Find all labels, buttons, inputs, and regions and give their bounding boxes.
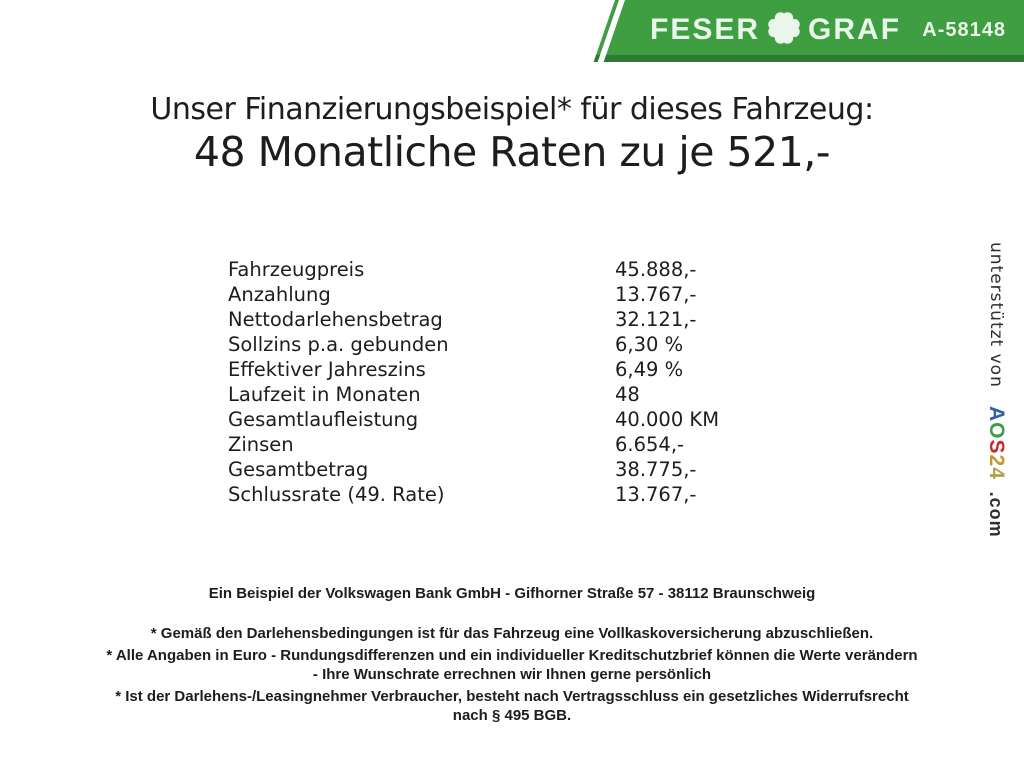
brand-name-graf: GRAF [808,13,902,46]
headline-block: Unser Finanzierungsbeispiel* für dieses … [0,92,1024,176]
row-value: 13.767,- [615,283,697,306]
table-row: Gesamtbetrag 38.775,- [228,457,719,482]
footnote-withdrawal-right: * Ist der Darlehens-/Leasingnehmer Verbr… [115,688,909,724]
row-value: 48 [615,383,640,406]
row-value: 32.121,- [615,308,697,331]
row-label: Nettodarlehensbetrag [228,308,443,331]
finance-details-table: Fahrzeugpreis 45.888,- Anzahlung 13.767,… [228,257,719,507]
row-label: Fahrzeugpreis [228,258,365,281]
row-label: Gesamtbetrag [228,458,369,481]
row-value: 45.888,- [615,258,697,281]
row-label: Gesamtlaufleistung [228,408,419,431]
row-value: 6,30 % [615,333,684,356]
table-row: Anzahlung 13.767,- [228,282,719,307]
supported-by-label: unterstützt von [986,242,1006,388]
table-row: Schlussrate (49. Rate) 13.767,- [228,482,719,507]
aos24-logo: AOS24 [985,406,1008,481]
row-label: Zinsen [228,433,294,456]
table-row: Zinsen 6.654,- [228,432,719,457]
table-row: Fahrzeugpreis 45.888,- [228,257,719,282]
table-row: Laufzeit in Monaten 48 [228,382,719,407]
bank-reference-line: Ein Beispiel der Volkswagen Bank GmbH - … [208,585,816,602]
row-value: 38.775,- [615,458,697,481]
header-banner-content: FESER [650,0,1006,60]
row-label: Effektiver Jahreszins [228,358,426,381]
row-value: 40.000 KM [615,408,720,431]
row-label: Sollzins p.a. gebunden [228,333,449,356]
vehicle-ref-number: A-58148 [922,18,1006,41]
footnote-euro-values: * Alle Angaben in Euro - Rundungsdiffere… [106,647,918,683]
supported-by-sidebar: unterstützt von AOS24 .com [984,242,1008,562]
finance-example-heading: Unser Finanzierungsbeispiel* für dieses … [150,92,874,127]
table-row: Effektiver Jahreszins 6,49 % [228,357,719,382]
row-value: 6.654,- [615,433,685,456]
row-value: 13.767,- [615,483,697,506]
table-row: Gesamtlaufleistung 40.000 KM [228,407,719,432]
four-leaf-clover-icon [767,11,801,49]
monthly-rate-heading: 48 Monatliche Raten zu je 521,- [193,128,831,176]
aos24-domain-suffix: .com [986,491,1006,538]
row-label: Laufzeit in Monaten [228,383,421,406]
footnote-insurance: * Gemäß den Darlehensbedingungen ist für… [150,625,874,642]
table-row: Nettodarlehensbetrag 32.121,- [228,307,719,332]
row-value: 6,49 % [615,358,684,381]
row-label: Schlussrate (49. Rate) [228,483,445,506]
row-label: Anzahlung [228,283,331,306]
table-row: Sollzins p.a. gebunden 6,30 % [228,332,719,357]
brand-name-feser: FESER [650,13,761,46]
legal-footnotes: * Gemäß den Darlehensbedingungen ist für… [0,624,1024,728]
